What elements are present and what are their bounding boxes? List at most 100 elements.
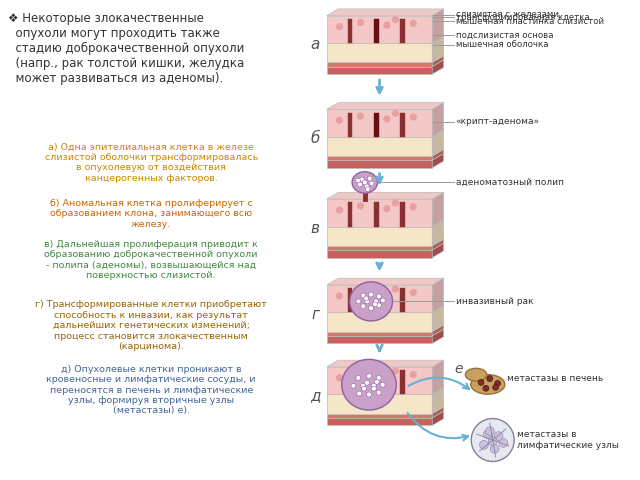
Polygon shape	[400, 288, 405, 312]
Text: мышечная оболочка: мышечная оболочка	[456, 40, 548, 49]
Circle shape	[376, 390, 381, 395]
Ellipse shape	[465, 368, 487, 381]
Circle shape	[471, 419, 514, 461]
Text: трансформированная клетка: трансформированная клетка	[456, 13, 589, 22]
Polygon shape	[432, 388, 444, 414]
Circle shape	[361, 293, 365, 298]
Text: д) Опухолевые клетки проникают в
кровеносные и лимфатические сосуды, и
переносят: д) Опухолевые клетки проникают в кровено…	[47, 365, 256, 416]
Circle shape	[367, 392, 371, 397]
Text: г: г	[311, 307, 319, 322]
Circle shape	[356, 299, 361, 304]
Polygon shape	[374, 113, 379, 137]
Circle shape	[358, 289, 364, 295]
Circle shape	[371, 383, 376, 388]
Polygon shape	[327, 367, 432, 395]
Polygon shape	[327, 109, 432, 137]
Polygon shape	[327, 278, 444, 285]
Polygon shape	[432, 360, 444, 395]
Polygon shape	[432, 306, 444, 332]
Text: г) Трансформированные клетки приобретают
способность к инвазии, как результат
да: г) Трансформированные клетки приобретают…	[35, 300, 267, 351]
Circle shape	[357, 391, 362, 396]
Polygon shape	[327, 67, 432, 74]
Polygon shape	[327, 336, 432, 343]
Polygon shape	[432, 192, 444, 227]
Circle shape	[361, 383, 365, 388]
Polygon shape	[432, 325, 444, 336]
Circle shape	[358, 371, 364, 377]
Circle shape	[410, 114, 416, 120]
Circle shape	[367, 176, 372, 181]
Circle shape	[355, 178, 360, 183]
Circle shape	[337, 293, 342, 299]
Polygon shape	[400, 19, 405, 43]
Circle shape	[358, 113, 364, 119]
Circle shape	[487, 376, 493, 382]
Circle shape	[376, 375, 381, 380]
Circle shape	[365, 187, 370, 192]
Polygon shape	[327, 137, 432, 156]
Polygon shape	[432, 9, 444, 43]
Circle shape	[392, 286, 398, 292]
Polygon shape	[327, 360, 444, 367]
Ellipse shape	[352, 172, 378, 193]
Circle shape	[337, 24, 342, 30]
Circle shape	[478, 380, 484, 385]
Polygon shape	[348, 203, 353, 227]
Text: «крипт-аденома»: «крипт-аденома»	[456, 117, 540, 126]
Text: инвазивный рак: инвазивный рак	[456, 297, 533, 306]
Circle shape	[485, 427, 494, 436]
Polygon shape	[432, 411, 444, 425]
Polygon shape	[432, 56, 444, 67]
Circle shape	[358, 182, 362, 187]
Circle shape	[384, 22, 390, 28]
Polygon shape	[374, 288, 379, 312]
Circle shape	[479, 441, 488, 449]
Polygon shape	[327, 156, 432, 160]
Circle shape	[369, 292, 374, 297]
Circle shape	[384, 206, 390, 212]
Polygon shape	[348, 113, 353, 137]
Polygon shape	[327, 312, 432, 332]
Polygon shape	[432, 36, 444, 62]
Text: слизистая с железами: слизистая с железами	[456, 11, 559, 19]
Circle shape	[392, 368, 398, 374]
Polygon shape	[400, 370, 405, 395]
Circle shape	[483, 385, 489, 391]
Text: метастазы в печень: метастазы в печень	[508, 374, 604, 383]
Polygon shape	[327, 414, 432, 418]
Circle shape	[337, 375, 342, 381]
Ellipse shape	[471, 375, 505, 394]
Polygon shape	[327, 43, 432, 62]
Circle shape	[392, 200, 398, 206]
Ellipse shape	[349, 282, 392, 321]
Polygon shape	[327, 103, 444, 109]
Polygon shape	[327, 395, 432, 414]
Polygon shape	[432, 154, 444, 168]
Circle shape	[365, 380, 369, 385]
Polygon shape	[374, 203, 379, 227]
Polygon shape	[432, 103, 444, 137]
Text: ❖ Некоторые злокачественные
  опухоли могут проходить также
  стадию доброкачест: ❖ Некоторые злокачественные опухоли могу…	[8, 12, 244, 85]
Polygon shape	[327, 285, 432, 312]
Polygon shape	[327, 418, 432, 425]
Polygon shape	[327, 9, 444, 15]
Text: е: е	[454, 362, 463, 376]
Circle shape	[376, 294, 381, 299]
Polygon shape	[432, 220, 444, 246]
Circle shape	[483, 430, 492, 439]
Polygon shape	[432, 278, 444, 312]
Circle shape	[380, 298, 385, 303]
Circle shape	[365, 299, 370, 304]
Polygon shape	[400, 113, 405, 137]
Polygon shape	[348, 370, 353, 395]
Circle shape	[495, 381, 500, 386]
Circle shape	[376, 303, 381, 308]
Polygon shape	[432, 149, 444, 160]
Circle shape	[392, 17, 398, 23]
Polygon shape	[327, 62, 432, 67]
Circle shape	[351, 383, 356, 388]
Text: а: а	[310, 37, 320, 52]
Circle shape	[384, 116, 390, 122]
Circle shape	[493, 384, 499, 390]
Polygon shape	[327, 332, 432, 336]
